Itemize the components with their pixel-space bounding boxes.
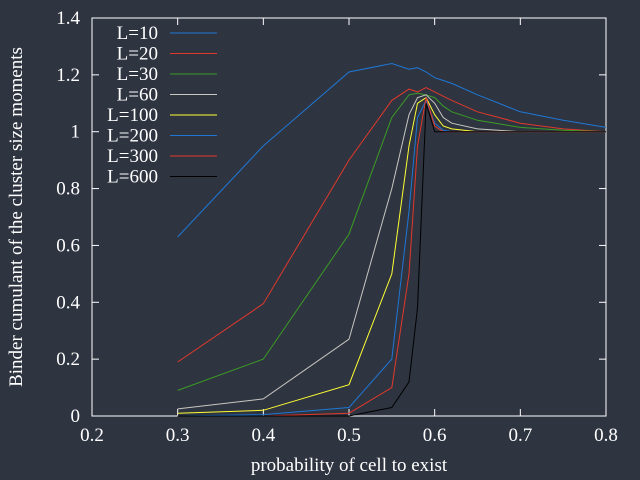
y-tick-label: 1.2	[56, 65, 80, 86]
x-tick-label: 0.8	[594, 425, 618, 446]
legend-label: L=200	[107, 126, 158, 147]
legend-label: L=600	[107, 167, 158, 188]
legend-label: L=10	[117, 23, 158, 44]
x-tick-label: 0.6	[423, 425, 447, 446]
legend-label: L=300	[107, 146, 158, 167]
plot-frame	[91, 17, 607, 417]
series-lines	[177, 62, 607, 417]
x-tick-label: 0.3	[166, 425, 190, 446]
y-tick-label: 1	[71, 122, 81, 143]
x-tick-label: 0.7	[508, 425, 532, 446]
y-tick-label: 0.6	[56, 235, 80, 256]
series-line-l-10	[177, 62, 607, 238]
x-axis-label: probability of cell to exist	[251, 455, 448, 476]
x-tick-label: 0.4	[251, 425, 275, 446]
y-tick-label: 1.4	[56, 8, 80, 29]
y-tick-label: 0.4	[56, 292, 80, 313]
x-tick-label: 0.5	[337, 425, 361, 446]
legend-label: L=30	[117, 64, 158, 85]
legend-label: L=100	[107, 105, 158, 126]
series-line-l-60	[177, 94, 606, 410]
y-tick-label: 0.2	[56, 349, 80, 370]
y-tick-label: 0.8	[56, 179, 80, 200]
y-axis-label: Binder cumulant of the cluster size mome…	[6, 47, 27, 387]
series-line-l-200	[177, 99, 606, 417]
legend-label: L=20	[117, 44, 158, 65]
series-line-l-20	[177, 87, 607, 363]
x-tick-label: 0.2	[80, 425, 104, 446]
series-line-l-600	[177, 103, 606, 417]
series-line-l-100	[177, 96, 606, 414]
y-tick-label: 0	[71, 406, 81, 427]
legend-label: L=60	[117, 85, 158, 106]
series-line-l-30	[177, 92, 607, 391]
axis-ticks: 0.2 0.3 0.4 0.5 0.6 0.7 0.800.20.40.60.811.21.…	[56, 8, 618, 446]
series-line-l-300	[177, 97, 606, 417]
